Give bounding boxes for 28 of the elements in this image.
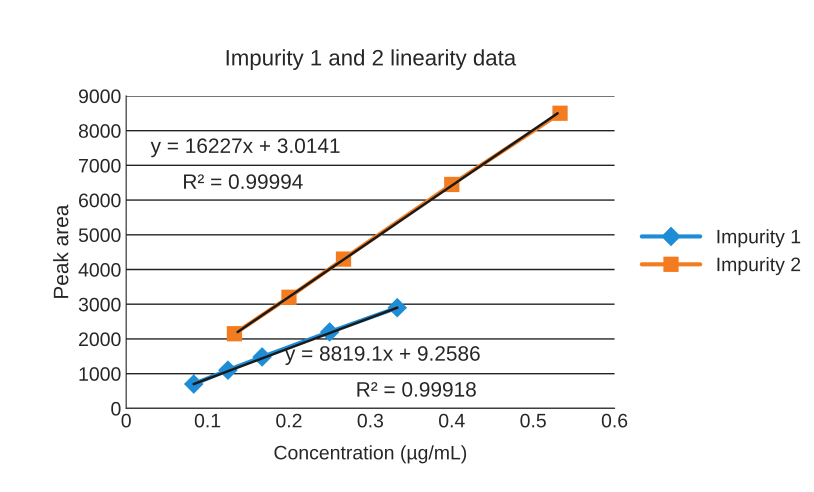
x-tick-label: 0.1 <box>194 414 220 428</box>
point <box>226 326 242 342</box>
y-tick-label: 1000 <box>80 367 121 381</box>
y-tick-label: 0 <box>111 402 121 416</box>
annotation: y = 16227x + 3.0141 <box>150 138 340 158</box>
point <box>552 106 568 121</box>
y-tick-label: 8000 <box>78 124 121 138</box>
annotation: R² = 0.99918 <box>357 382 476 397</box>
y-tick-label: 3000 <box>78 298 121 312</box>
legend-label: Impurity 2 <box>718 257 800 276</box>
y-tick-label: 2000 <box>79 332 121 346</box>
annotation: R² = 0.99994 <box>184 174 303 190</box>
y-tick-label: 6000 <box>79 194 121 208</box>
chart-title: Impurity 1 and 2 linearity data <box>226 49 516 70</box>
x-tick-label: 0.6 <box>602 414 628 428</box>
legend-label: Impurity 1 <box>718 229 800 248</box>
y-tick-label: 5000 <box>78 228 121 242</box>
x-tick-label: 0.5 <box>520 414 546 428</box>
y-tick-label: 9000 <box>78 89 121 104</box>
x-tick-label: 0.4 <box>439 414 465 428</box>
y-tick-label: 4000 <box>78 262 121 277</box>
y-axis-title: Peak area <box>53 204 68 298</box>
x-axis-title: Concentration (µg/mL) <box>274 445 466 464</box>
y-tick-label: 7000 <box>79 158 121 173</box>
annotation: y = 8819.1x + 9.2586 <box>284 346 480 365</box>
x-tick-label: 0.3 <box>358 414 384 428</box>
x-tick-label: 0 <box>122 414 131 428</box>
x-tick-label: 0.2 <box>276 414 302 428</box>
